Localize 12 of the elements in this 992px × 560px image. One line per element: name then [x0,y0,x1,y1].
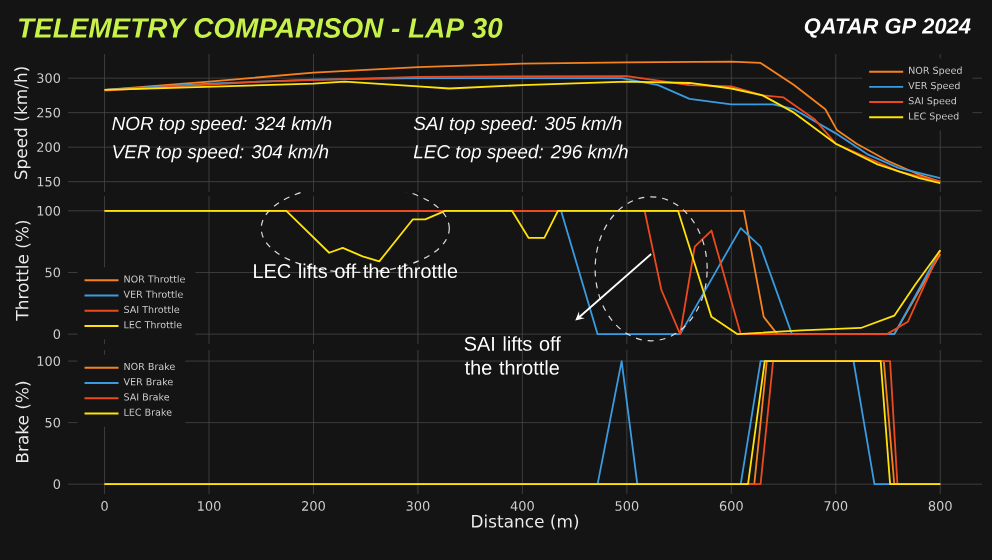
annotation: NOR top speed: 324 km/h [112,116,332,134]
chart-title: TELEMETRY COMPARISON - LAP 30 [19,18,503,38]
x-axis-title: Distance (m) [472,514,579,530]
y-axis-title: Brake (%) [15,381,31,462]
annotation: VER top speed: 304 km/h [113,144,329,163]
annotation: LEC top speed: 296 km/h [413,144,628,163]
annotation: SAI lifts off the throttle [464,336,561,375]
y-axis-title: Throttle (%) [15,220,31,321]
y-axis-title: Speed (km/h) [14,67,31,180]
chart-subtitle: QATAR GP 2024 [804,18,971,38]
annotation: SAI top speed: 305 km/h [413,116,622,134]
annotation: LEC lifts off the throttle [254,263,458,279]
